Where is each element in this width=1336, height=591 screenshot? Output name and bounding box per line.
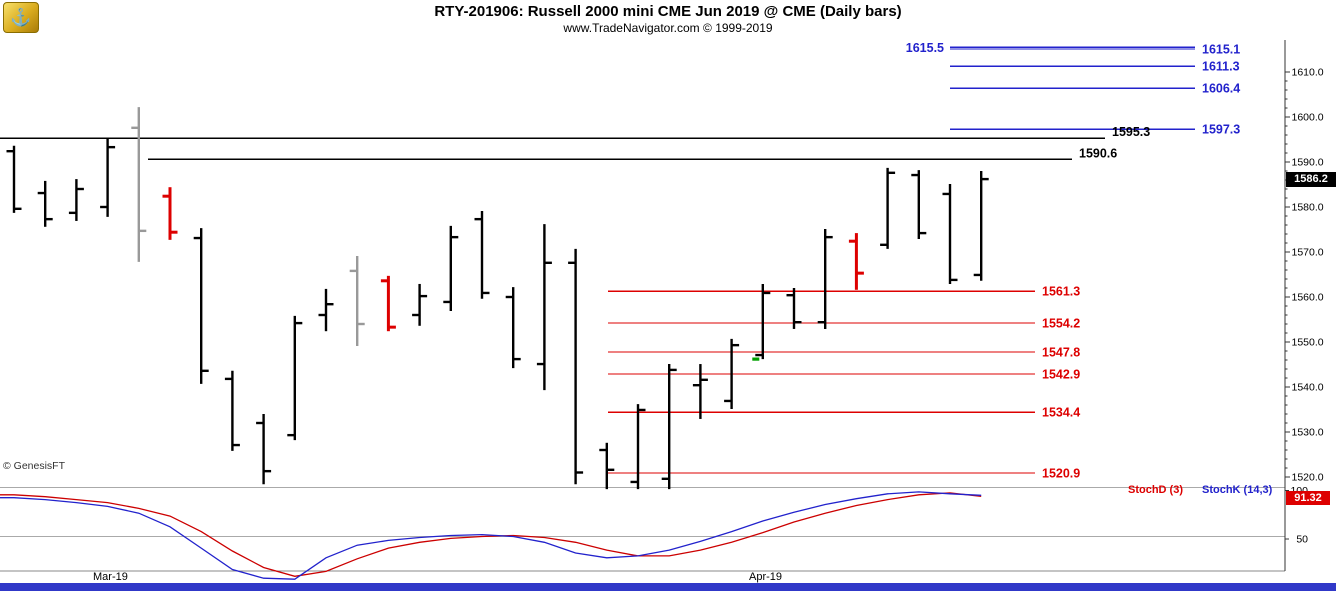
ohlc-bar — [224, 370, 240, 451]
level-label: 1561.3 — [1042, 285, 1080, 299]
y-axis-label: 1520.0 — [1292, 472, 1324, 484]
level-label: 1534.4 — [1042, 406, 1080, 420]
genesis-watermark: © GenesisFT — [3, 460, 66, 472]
price-bars-series — [6, 107, 989, 490]
level-label: 1615.5 — [906, 41, 944, 55]
ohlc-bar — [318, 288, 334, 332]
y-axis-label: 1590.0 — [1292, 157, 1324, 169]
ohlc-bar — [162, 187, 178, 240]
horizontal-scrollbar[interactable] — [0, 583, 1336, 591]
ohlc-bar — [911, 170, 927, 239]
stochk-legend[interactable]: StochK (14,3) — [1202, 484, 1273, 496]
ohlc-bar — [880, 167, 896, 249]
y-axis-label: 1600.0 — [1292, 112, 1324, 124]
anchor-icon: ⚓ — [10, 7, 32, 27]
ohlc-bar — [786, 288, 802, 329]
stochastic-pane — [0, 491, 982, 580]
ohlc-bar — [349, 256, 365, 347]
level-label: 1554.2 — [1042, 317, 1080, 331]
stochk-line — [0, 491, 982, 580]
y-axis-label: 1530.0 — [1292, 427, 1324, 439]
y-axis-label: 1540.0 — [1292, 382, 1324, 394]
last-price-badge: 1586.2 — [1286, 172, 1336, 187]
ohlc-bar — [942, 184, 958, 284]
level-label: 1542.9 — [1042, 367, 1080, 381]
ohlc-bar — [100, 139, 116, 217]
y-axis-label: 1550.0 — [1292, 337, 1324, 349]
price-levels: 1615.5 1615.1 1611.3 1606.4 1597.3 1595.3 1590… — [0, 41, 1240, 480]
level-label: 1547.8 — [1042, 345, 1080, 359]
green-marker — [752, 357, 760, 361]
level-label: 1597.3 — [1202, 123, 1240, 137]
x-axis-label-apr: Apr-19 — [749, 571, 783, 583]
ohlc-bar — [412, 283, 428, 326]
ohlc-bar — [755, 283, 771, 360]
ohlc-bar — [692, 364, 708, 419]
ohlc-bar — [505, 287, 521, 369]
stochd-line — [0, 492, 982, 577]
ohlc-bar — [599, 442, 615, 490]
x-axis-label-mar: Mar-19 — [93, 571, 128, 583]
ohlc-bar — [973, 171, 989, 281]
ohlc-bar — [661, 364, 677, 490]
ohlc-bar — [287, 315, 303, 441]
ohlc-bar — [474, 211, 490, 299]
ohlc-bar — [630, 404, 646, 490]
level-label: 1606.4 — [1202, 82, 1240, 96]
level-label: 1595.3 — [1112, 125, 1150, 139]
ohlc-bar — [724, 338, 740, 410]
level-label: 1615.1 — [1202, 43, 1240, 57]
y-axis-label: 1560.0 — [1292, 292, 1324, 304]
ohlc-bar — [443, 225, 459, 311]
pane-grid — [0, 40, 1286, 572]
ohlc-bar — [37, 180, 53, 227]
ohlc-bar — [68, 179, 84, 221]
y-axis-label: 1570.0 — [1292, 247, 1324, 259]
ohlc-bar — [256, 414, 272, 485]
stochd-legend[interactable]: StochD (3) — [1128, 484, 1183, 496]
ohlc-bar — [848, 233, 864, 290]
y-axis-label: 1580.0 — [1292, 202, 1324, 214]
chart-subtitle: www.TradeNavigator.com © 1999-2019 — [563, 21, 773, 35]
ohlc-bar — [131, 107, 147, 262]
level-label: 1520.9 — [1042, 466, 1080, 480]
ohlc-bar — [568, 248, 584, 485]
stoch-value-badge: 91.32 — [1286, 491, 1330, 505]
price-axis: 1610.0 1600.0 1590.0 1580.0 1570.0 1560.0 1550… — [1285, 67, 1324, 546]
ohlc-bar — [536, 224, 552, 391]
level-label: 1590.6 — [1079, 146, 1117, 160]
ohlc-bar — [380, 275, 396, 332]
ohlc-bar — [817, 229, 833, 329]
chart-title: RTY-201906: Russell 2000 mini CME Jun 20… — [434, 3, 902, 20]
stoch-scale-label: 50 — [1296, 534, 1308, 546]
ohlc-bar — [6, 145, 22, 213]
y-axis-label: 1610.0 — [1292, 67, 1324, 79]
level-label: 1611.3 — [1202, 60, 1240, 74]
ohlc-bar — [193, 228, 209, 384]
anchor-logo-button[interactable]: ⚓ — [3, 2, 39, 33]
